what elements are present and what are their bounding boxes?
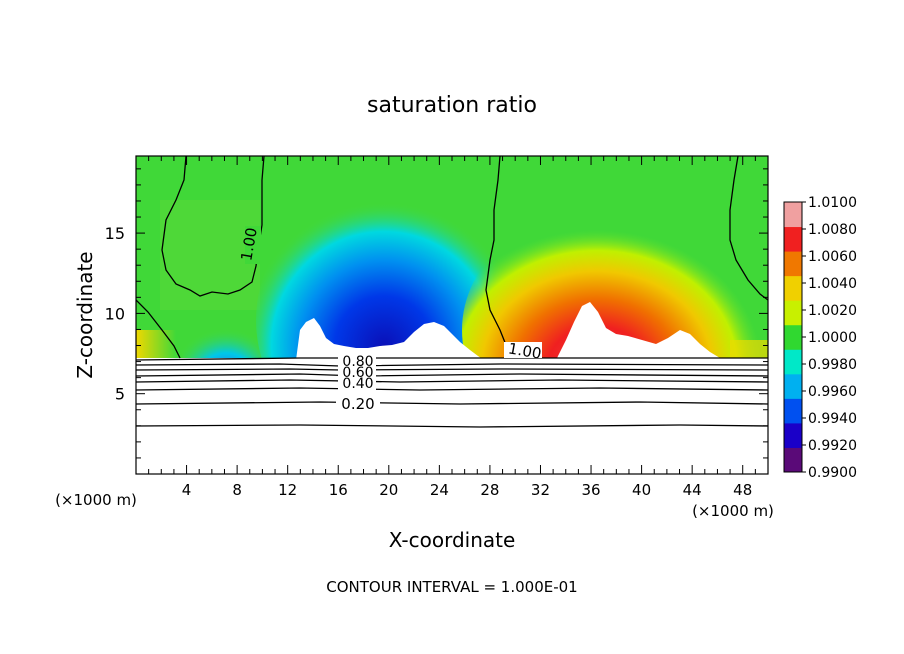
field-shade <box>160 200 260 310</box>
colorbar-label: 1.0100 <box>808 195 857 211</box>
x-axis-label: X-coordinate <box>389 528 516 552</box>
colorbar-segment <box>784 422 802 448</box>
white-mask-wet <box>556 302 728 360</box>
colorbar-label: 1.0040 <box>808 276 857 292</box>
colorbar-segment <box>784 324 802 350</box>
contour-label-5: 0.40 <box>342 376 373 392</box>
colorbar-label: 0.9980 <box>808 357 857 373</box>
colorbar-label: 0.9920 <box>808 438 857 454</box>
y-axis-label: Z-coordinate <box>73 251 97 378</box>
contour-label-6: 0.20 <box>341 395 374 413</box>
contour-1-left <box>161 156 265 297</box>
x-tick-label: 40 <box>632 481 651 499</box>
contour-0.5 <box>136 379 768 383</box>
colorbar-label: 0.9960 <box>808 384 857 400</box>
colorbar-segment <box>784 275 802 301</box>
x-tick-label: 36 <box>581 481 600 499</box>
contour-label-2: 1.00 <box>507 339 543 363</box>
colorbar-segment <box>784 300 802 326</box>
contour-label-1: 1.00 <box>237 226 261 262</box>
colorbar-label: 0.9900 <box>808 465 857 481</box>
y-tick-label: 10 <box>105 304 125 323</box>
x-tick-label: 48 <box>733 481 752 499</box>
x-unit-right: (×1000 m) <box>692 502 774 520</box>
colorbar-label: 1.0000 <box>808 330 857 346</box>
lower-white-region <box>136 358 768 474</box>
x-tick-label: 44 <box>683 481 702 499</box>
contour-1-right <box>729 156 768 301</box>
contour-0.4 <box>136 387 768 391</box>
contour-label-bg-3 <box>338 355 376 367</box>
contour-0.2 <box>136 424 768 428</box>
contour-label-bg-2 <box>504 342 542 358</box>
colorbar-segment <box>784 226 802 252</box>
colorbar-segment <box>784 373 802 399</box>
colorbar-label: 1.0020 <box>808 303 857 319</box>
x-tick-label: 12 <box>278 481 297 499</box>
contour-label-bg-4 <box>338 367 376 378</box>
x-axis-ticks: 4 8 12 16 20 24 28 32 36 40 44 48 <box>148 156 756 499</box>
x-tick-label: 16 <box>329 481 348 499</box>
contour-label-bg-6 <box>336 396 380 410</box>
colorbar-label: 1.0080 <box>808 222 857 238</box>
contour-label-4: 0.60 <box>342 365 373 381</box>
contour-label-bg-5 <box>338 378 376 390</box>
contour-label-bg-1 <box>245 226 261 264</box>
contour-1-mid <box>485 156 515 359</box>
x-tick-label: 4 <box>182 481 192 499</box>
contour-label-group: 1.00 1.00 0.80 0.60 0.40 0.20 <box>237 226 543 413</box>
y-tick-label: 15 <box>105 224 125 243</box>
white-mask-dry <box>296 318 484 360</box>
chart-title: saturation ratio <box>367 93 537 118</box>
colorbar-segment <box>784 251 802 277</box>
heatmap-field: 1.00 1.00 0.80 0.60 0.40 0.20 <box>136 156 768 474</box>
right-edge-warm <box>730 340 768 360</box>
colorbar-segment <box>784 202 802 228</box>
left-edge-warm <box>136 330 176 360</box>
x-tick-label: 8 <box>232 481 242 499</box>
x-unit-left: (×1000 m) <box>55 491 137 509</box>
contour-label-3: 0.80 <box>342 354 373 370</box>
colorbar-segment <box>784 447 802 473</box>
x-tick-label: 32 <box>531 481 550 499</box>
colorbar-label: 0.9940 <box>808 411 857 427</box>
contour-interval: CONTOUR INTERVAL = 1.000E-01 <box>326 578 577 596</box>
y-axis-ticks: 5 10 15 <box>105 168 768 459</box>
contour-0.9 <box>136 357 768 361</box>
x-tick-label: 28 <box>480 481 499 499</box>
colorbar-segment <box>784 398 802 424</box>
colorbar-segment <box>784 349 802 375</box>
contour-0.7 <box>136 368 768 371</box>
y-tick-label: 5 <box>115 385 125 404</box>
contour-0.3 <box>136 401 768 405</box>
contour-1-edge <box>136 299 181 359</box>
x-tick-label: 20 <box>379 481 398 499</box>
colorbar: 1.0100 1.0080 1.0060 1.0040 1.0020 1.0000 0.99… <box>783 195 857 481</box>
colorbar-label: 1.0060 <box>808 249 857 265</box>
x-tick-label: 24 <box>430 481 449 499</box>
